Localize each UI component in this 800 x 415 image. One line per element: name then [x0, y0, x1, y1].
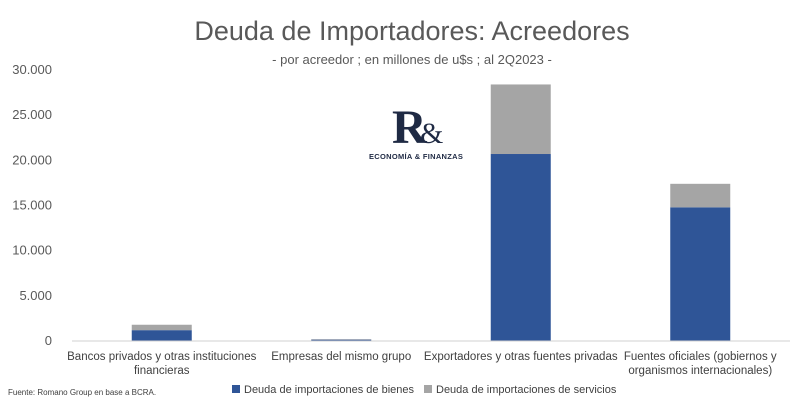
y-tick-label: 10.000 — [12, 243, 52, 258]
chart-title: Deuda de Importadores: Acreedores — [194, 16, 629, 46]
y-tick-label: 5.000 — [19, 288, 52, 303]
x-tick-label: organismos internacionales) — [628, 365, 772, 377]
y-tick-label: 0 — [45, 333, 52, 348]
bar-segment-servicios — [131, 324, 192, 331]
bar-segment-servicios — [670, 183, 731, 208]
bar-segment-bienes — [490, 154, 551, 341]
legend: Deuda de importaciones de bienes Deuda de… — [232, 384, 617, 396]
logo-tagline: ECONOMÍA & FINANZAS — [369, 152, 463, 161]
bar-segment-bienes — [131, 330, 192, 341]
x-tick-label: Exportadores y otras fuentes privadas — [424, 351, 618, 363]
x-tick-label: Fuentes oficiales (gobiernos y — [624, 351, 777, 363]
bar-segment-bienes — [670, 207, 731, 341]
logo-letter: R — [392, 101, 428, 154]
bar-segment-servicios — [490, 84, 551, 155]
x-axis-labels: Bancos privados y otras instituciones fin… — [67, 351, 777, 377]
logo: R & ECONOMÍA & FINANZAS — [369, 101, 463, 161]
legend-label: Deuda de importaciones de bienes — [244, 384, 415, 396]
y-axis: 0 5.000 10.000 15.000 20.000 25.000 30.000 — [12, 62, 52, 348]
x-tick-label: financieras — [134, 365, 190, 377]
y-tick-label: 15.000 — [12, 198, 52, 213]
source-note: Fuente: Romano Group en base a BCRA. — [8, 388, 156, 397]
legend-swatch — [424, 385, 432, 393]
y-tick-label: 25.000 — [12, 107, 52, 122]
x-tick-label: Bancos privados y otras instituciones — [67, 351, 256, 363]
x-tick-label: Empresas del mismo grupo — [271, 351, 411, 363]
y-tick-label: 20.000 — [12, 152, 52, 167]
bar-segment-bienes — [311, 339, 372, 341]
y-tick-label: 30.000 — [12, 62, 52, 77]
legend-swatch — [232, 385, 240, 393]
legend-label: Deuda de importaciones de servicios — [436, 384, 617, 396]
chart-subtitle: - por acreedor ; en millones de u$s ; al… — [272, 52, 552, 67]
logo-ampersand: & — [420, 117, 443, 150]
bars — [131, 84, 731, 341]
